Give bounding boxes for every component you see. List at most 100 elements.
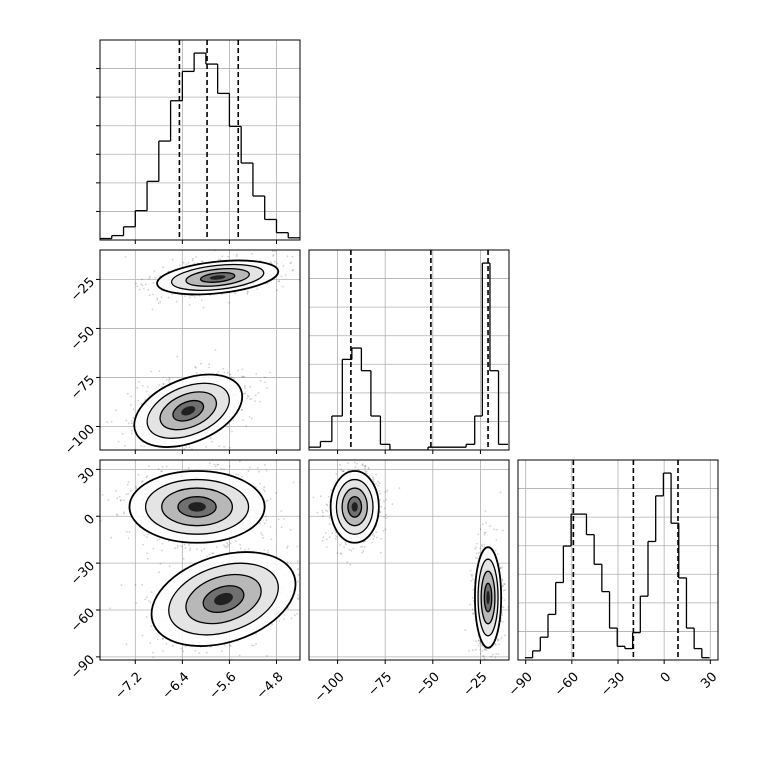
- sample-point: [123, 512, 125, 515]
- sample-point: [255, 642, 257, 645]
- sample-point: [385, 517, 388, 519]
- sample-point: [106, 421, 108, 424]
- sample-point: [260, 532, 263, 534]
- sample-point: [304, 487, 306, 489]
- sample-point: [247, 395, 250, 398]
- sample-point: [241, 409, 243, 411]
- sample-point: [146, 552, 149, 555]
- sample-point: [143, 445, 146, 448]
- sample-point: [180, 545, 182, 547]
- sample-point: [166, 465, 168, 468]
- sample-point: [484, 648, 487, 650]
- sample-point: [240, 408, 243, 411]
- sample-point: [203, 547, 206, 550]
- sample-point: [477, 639, 480, 642]
- sample-point: [226, 545, 229, 548]
- sample-point: [489, 668, 491, 670]
- sample-point: [309, 559, 311, 561]
- sample-point: [132, 408, 135, 411]
- sample-point: [206, 243, 208, 245]
- panel-p2: −90 −60 −30 0 30: [506, 459, 720, 700]
- sample-point: [162, 383, 165, 386]
- sample-point: [242, 375, 244, 378]
- sample-point: [194, 649, 197, 652]
- sample-point: [229, 644, 232, 647]
- sample-point: [502, 621, 504, 623]
- sample-point: [485, 521, 487, 524]
- sample-point: [141, 284, 144, 287]
- density-layer: [100, 460, 350, 660]
- sample-point: [248, 416, 251, 418]
- sample-point: [269, 261, 272, 264]
- sample-point: [162, 382, 165, 385]
- sample-point: [230, 376, 233, 379]
- sample-point: [318, 585, 320, 587]
- sample-point: [348, 588, 350, 590]
- sample-point: [246, 394, 249, 397]
- sample-point: [194, 452, 196, 454]
- sample-point: [149, 601, 152, 604]
- sample-point: [236, 253, 239, 256]
- sample-point: [335, 535, 338, 538]
- sample-point: [326, 510, 329, 513]
- sample-point: [265, 500, 268, 503]
- sample-point: [232, 419, 235, 422]
- sample-point: [286, 561, 289, 563]
- sample-point: [135, 602, 138, 604]
- sample-point: [141, 583, 144, 586]
- sample-point: [318, 605, 320, 607]
- sample-point: [469, 603, 472, 606]
- sample-point: [471, 597, 474, 599]
- sample-point: [165, 642, 168, 645]
- sample-point: [481, 544, 483, 546]
- sample-point: [115, 490, 117, 492]
- histogram-bars: [309, 262, 509, 450]
- sample-point: [266, 499, 269, 502]
- sample-point: [74, 271, 76, 273]
- sample-point: [347, 469, 350, 471]
- sample-point: [280, 275, 283, 278]
- sample-point: [251, 644, 253, 647]
- sample-point: [275, 492, 278, 494]
- sample-point: [254, 400, 256, 402]
- sample-point: [231, 430, 233, 433]
- sample-point: [157, 638, 159, 641]
- sample-point: [171, 293, 174, 296]
- sample-point: [226, 371, 229, 374]
- sample-point: [156, 539, 159, 541]
- sample-point: [501, 578, 503, 580]
- sample-point: [255, 633, 258, 635]
- sample-point: [249, 385, 252, 388]
- histogram-bars: [524, 472, 710, 659]
- sample-point: [167, 296, 170, 299]
- sample-point: [146, 454, 148, 456]
- sample-point: [246, 397, 248, 399]
- sample-point: [265, 519, 268, 521]
- sample-point: [109, 607, 111, 610]
- sample-point: [121, 432, 124, 435]
- sample-point: [342, 470, 345, 473]
- sample-point: [501, 566, 504, 569]
- sample-point: [101, 494, 104, 496]
- sample-point: [481, 644, 483, 647]
- sample-point: [320, 264, 322, 266]
- sample-point: [145, 596, 148, 599]
- sample-point: [223, 544, 225, 547]
- sample-point: [500, 637, 503, 640]
- sample-point: [319, 495, 322, 498]
- sample-point: [263, 490, 266, 493]
- sample-point: [378, 482, 381, 485]
- sample-point: [483, 647, 486, 650]
- sample-point: [136, 285, 139, 288]
- sample-point: [183, 543, 186, 546]
- axes-frame: [99, 249, 301, 451]
- sample-point: [474, 648, 477, 651]
- sample-point: [495, 538, 498, 541]
- sample-point: [214, 465, 217, 468]
- sample-point: [159, 562, 162, 565]
- sample-point: [147, 289, 150, 291]
- sample-point: [250, 417, 253, 420]
- sample-point: [257, 392, 260, 394]
- sample-point: [501, 606, 504, 608]
- sample-point: [484, 531, 487, 534]
